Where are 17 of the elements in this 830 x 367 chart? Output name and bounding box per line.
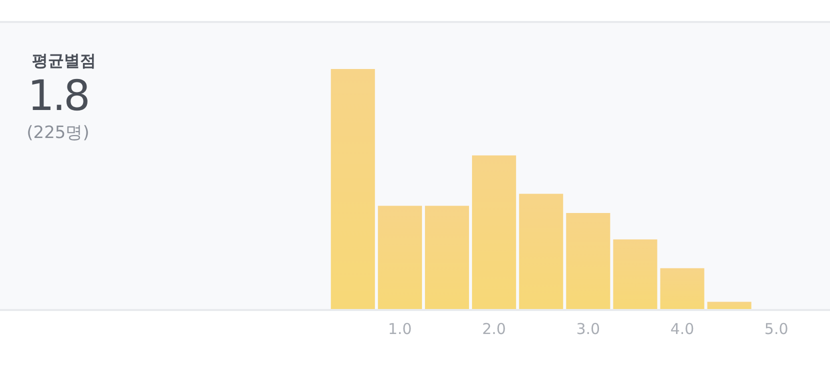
bar xyxy=(472,155,516,309)
x-tick-label: 5.0 xyxy=(764,320,788,338)
bar xyxy=(519,194,564,309)
annotation: (225명) xyxy=(26,123,90,143)
x-tick-label: 2.0 xyxy=(482,320,506,338)
annotation: 1.8 xyxy=(28,71,88,120)
bar xyxy=(424,206,470,309)
x-tick-label: 4.0 xyxy=(670,320,694,338)
bar xyxy=(330,69,375,309)
bar xyxy=(707,302,752,309)
x-tick-label: 3.0 xyxy=(576,320,600,338)
x-tick-label: 1.0 xyxy=(388,320,412,338)
bar xyxy=(660,268,704,309)
bar xyxy=(566,213,610,309)
bar xyxy=(378,206,422,309)
bar xyxy=(613,239,658,309)
chart-title: 평균별점 xyxy=(32,51,96,70)
